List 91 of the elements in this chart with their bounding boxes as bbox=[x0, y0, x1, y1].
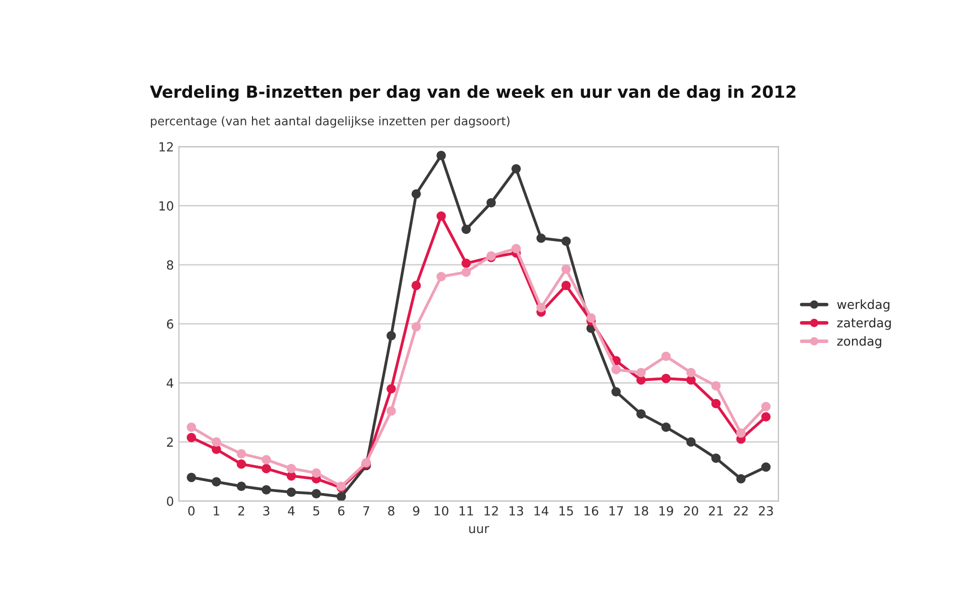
x-tick-label: 2 bbox=[238, 506, 244, 516]
x-tick-label: 10 bbox=[434, 506, 448, 516]
point bbox=[412, 280, 421, 290]
y-tick-label: 12 bbox=[160, 142, 173, 152]
x-tick-label: 22 bbox=[734, 506, 748, 516]
point bbox=[761, 412, 771, 422]
x-tick-label: 13 bbox=[510, 506, 524, 516]
point bbox=[711, 454, 721, 463]
x-tick-label: 20 bbox=[684, 506, 698, 516]
y-tick-label: 8 bbox=[166, 260, 174, 270]
x-axis-title: uur bbox=[469, 526, 490, 534]
point bbox=[736, 474, 746, 484]
point bbox=[386, 384, 396, 394]
point bbox=[636, 409, 646, 419]
point bbox=[286, 487, 296, 497]
point bbox=[586, 313, 596, 323]
point bbox=[611, 364, 621, 374]
x-tick-label: 6 bbox=[338, 506, 344, 516]
point bbox=[486, 198, 496, 208]
y-tick-label: 6 bbox=[166, 319, 174, 329]
point bbox=[386, 406, 396, 416]
y-tick-label: 2 bbox=[166, 437, 173, 447]
point bbox=[761, 402, 771, 412]
y-tick-label: 4 bbox=[166, 378, 174, 388]
x-tick-label: 9 bbox=[413, 506, 420, 516]
legend-label: zondag bbox=[837, 336, 882, 348]
x-tick-label: 14 bbox=[534, 506, 548, 516]
point bbox=[561, 264, 571, 274]
point bbox=[736, 428, 746, 438]
point bbox=[686, 437, 696, 447]
point bbox=[661, 422, 671, 432]
point bbox=[212, 477, 222, 487]
x-tick-label: 23 bbox=[758, 506, 773, 516]
point bbox=[236, 482, 246, 491]
point bbox=[236, 449, 246, 458]
point bbox=[611, 387, 621, 396]
point bbox=[436, 150, 446, 160]
point bbox=[711, 381, 721, 391]
y-tick-label: 0 bbox=[166, 496, 174, 506]
x-tick-label: 11 bbox=[460, 506, 473, 516]
x-tick-label: 5 bbox=[313, 506, 320, 516]
x-tick-label: 4 bbox=[288, 506, 295, 516]
chart-subtitle: percentage (van het aantal dagelijkse inzetten per dagsoort) bbox=[150, 116, 510, 128]
point bbox=[386, 330, 396, 340]
x-tick-label: 1 bbox=[214, 506, 220, 516]
point bbox=[436, 211, 446, 221]
x-tick-label: 18 bbox=[634, 506, 648, 516]
point bbox=[412, 189, 421, 199]
x-tick-label: 15 bbox=[560, 506, 573, 516]
point bbox=[312, 468, 321, 478]
point bbox=[186, 432, 196, 442]
x-tick-label: 12 bbox=[484, 506, 498, 516]
point bbox=[711, 398, 721, 408]
point bbox=[461, 224, 471, 234]
point bbox=[436, 272, 446, 282]
y-tick-label: 10 bbox=[160, 201, 174, 211]
point bbox=[536, 234, 546, 243]
point bbox=[286, 464, 296, 474]
point bbox=[236, 459, 246, 469]
point bbox=[461, 258, 471, 268]
point bbox=[511, 164, 521, 174]
point bbox=[761, 462, 771, 472]
point bbox=[561, 280, 571, 290]
point bbox=[412, 322, 421, 332]
x-tick-label: 3 bbox=[263, 506, 270, 516]
x-tick-label: 21 bbox=[708, 506, 723, 516]
point bbox=[461, 267, 471, 277]
point bbox=[636, 368, 646, 378]
point bbox=[511, 244, 521, 254]
point bbox=[661, 352, 671, 361]
point bbox=[661, 374, 671, 384]
x-tick-label: 16 bbox=[584, 506, 598, 516]
point bbox=[312, 488, 321, 498]
point bbox=[186, 472, 196, 482]
point bbox=[262, 464, 272, 474]
x-tick-label: 8 bbox=[388, 506, 394, 516]
point bbox=[336, 492, 346, 502]
x-tick-label: 19 bbox=[659, 506, 674, 516]
x-tick-label: 7 bbox=[363, 506, 370, 516]
x-tick-label: 0 bbox=[188, 506, 195, 516]
legend-label: werkdag bbox=[837, 299, 890, 312]
point bbox=[262, 454, 272, 464]
point bbox=[686, 368, 696, 378]
point bbox=[212, 437, 222, 447]
point bbox=[186, 422, 196, 432]
x-tick-label: 17 bbox=[609, 506, 623, 516]
legend-label: zaterdag bbox=[837, 318, 891, 330]
point bbox=[262, 485, 272, 494]
chart-title: Verdeling B-inzetten per dag van de week en uur van de dag in 2012 bbox=[150, 85, 796, 102]
point bbox=[536, 302, 546, 312]
point bbox=[561, 236, 571, 246]
